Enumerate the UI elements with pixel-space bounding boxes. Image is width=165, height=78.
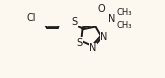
Text: N: N	[108, 14, 115, 24]
Text: O: O	[98, 4, 105, 14]
Text: CH₃: CH₃	[116, 8, 132, 17]
Text: N: N	[100, 32, 107, 42]
Text: S: S	[71, 17, 77, 27]
Text: CH₃: CH₃	[116, 21, 132, 30]
Text: S: S	[76, 38, 82, 48]
Text: Cl: Cl	[27, 13, 36, 23]
Text: N: N	[89, 44, 97, 54]
